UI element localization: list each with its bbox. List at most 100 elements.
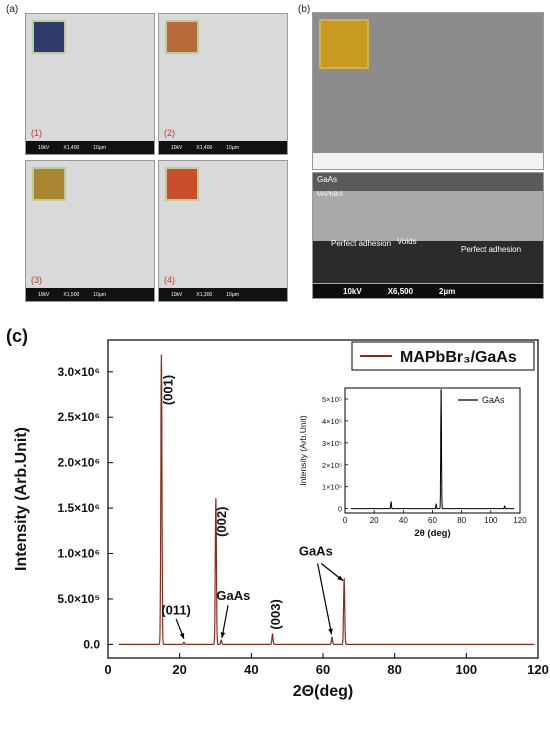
inset-y-tick-label: 3×10⁵ <box>322 439 342 448</box>
inset-frame <box>344 387 521 514</box>
sem-image-1: (1) 10kV X1,400 10µm <box>25 13 155 155</box>
peak-point <box>215 498 217 500</box>
y-tick-label: 2.0×10⁶ <box>57 456 100 470</box>
xrd-chart: (c) 0 20 40 60 80 100 120 0.0 5.0×10⁵ 1.0×10⁶ 1.5×… <box>6 326 549 700</box>
inset-y-tick-label: 2×10⁵ <box>322 461 342 470</box>
series-line <box>118 355 535 645</box>
scale-label: 10µm <box>93 144 106 151</box>
panel-c-letter: (c) <box>6 326 28 346</box>
legend-label: MAPbBr₃/GaAs <box>400 349 517 366</box>
substrate-dark <box>313 241 543 283</box>
mag-label: X1,400 <box>196 144 213 151</box>
mag-label: X1,300 <box>196 291 213 298</box>
x-tick-label: 20 <box>172 662 186 677</box>
sample-photo <box>32 20 66 54</box>
kv-label: 10kV <box>38 291 50 298</box>
kv-label: 10kV <box>171 291 183 298</box>
sem-cross-section: GaAs MAPbBr3 Perfect adhesion Voids Perf… <box>312 172 544 299</box>
x-tick-label: 100 <box>455 662 477 677</box>
scale-label: 2µm <box>439 286 456 296</box>
kv-label: 10kV <box>171 144 183 151</box>
image-index: (1) <box>31 128 42 138</box>
kv-label: 10kV <box>38 144 50 151</box>
annotation-arrow <box>317 563 333 635</box>
inset-x-axis-label: 2θ (deg) <box>414 528 450 539</box>
x-tick-label: 60 <box>316 662 330 677</box>
peak-label: GaAs <box>299 543 333 558</box>
scale-label: 10µm <box>226 144 239 151</box>
annotation-arrow <box>221 605 229 639</box>
arrow-head <box>220 632 226 639</box>
sem-info-bar: 10kV X1,400 10µm <box>159 141 287 154</box>
inset-x-tick-label: 120 <box>513 516 527 525</box>
kv-label: 10kV <box>343 286 362 296</box>
mag-label: X1,400 <box>63 144 80 151</box>
image-index: (4) <box>164 275 175 285</box>
y-tick-label: 3.0×10⁶ <box>57 365 100 379</box>
inset-x-tick-label: 20 <box>370 516 379 525</box>
peak-label: (003) <box>268 599 283 629</box>
sem-info-strip <box>313 153 543 169</box>
sample-photo <box>165 167 199 201</box>
peak-point <box>343 578 345 580</box>
mag-label: X1,500 <box>63 291 80 298</box>
inset-y-axis-label: Intensity (Arb.Unit) <box>298 415 308 486</box>
image-index: (3) <box>31 275 42 285</box>
sem-info-bar: 10kV X6,500 2µm <box>313 284 543 298</box>
inset-series-line <box>350 389 515 510</box>
inset-legend-label: GaAs <box>482 395 505 405</box>
scale-label: 10µm <box>93 291 106 298</box>
sem-info-bar: 10kV X1,300 10µm <box>159 288 287 301</box>
inset-y-tick-label: 5×10⁵ <box>322 395 342 404</box>
panel-a-letter: (a) <box>6 4 19 15</box>
sem-image-4: (4) 10kV X1,300 10µm <box>158 160 288 302</box>
inset-y-tick-label: 0 <box>338 505 342 514</box>
y-tick-label: 1.5×10⁶ <box>57 501 100 515</box>
layer-label-mapbbr3: MAPbBr3 <box>317 192 343 198</box>
inset-chart: 0 20 40 60 80 100 120 0 1×10⁵ 2×10⁵ 3×10⁵ 4×10⁵ 5×10… <box>298 387 527 539</box>
label-perfect-adhesion-right: Perfect adhesion <box>461 245 522 254</box>
inset-x-tick-label: 60 <box>428 516 437 525</box>
peak-point <box>271 633 274 636</box>
sem-image-2: (2) 10kV X1,400 10µm <box>158 13 288 155</box>
label-voids: Voids <box>397 237 417 246</box>
inset-x-tick-label: 0 <box>343 516 348 525</box>
main-legend: MAPbBr₃/GaAs <box>351 341 535 371</box>
y-tick-label: 1.0×10⁶ <box>57 547 100 561</box>
image-index: (2) <box>164 128 175 138</box>
sem-surface-image <box>312 12 544 170</box>
peak-annotations: (001) (002) (011) GaAs (003) GaAs <box>161 375 344 640</box>
peak-point <box>160 354 163 357</box>
peak-label: (011) <box>161 602 191 617</box>
arrow-head <box>337 575 344 581</box>
peak-point <box>183 641 185 644</box>
layer-label-gaas: GaAs <box>317 175 338 184</box>
mag-label: X6,500 <box>387 286 414 296</box>
arrow-head <box>179 632 185 639</box>
y-tick-label: 2.5×10⁶ <box>57 410 100 424</box>
sem-info-bar: 10kV X1,500 10µm <box>26 288 154 301</box>
inset-x-tick-label: 40 <box>399 516 408 525</box>
peak-label: GaAs <box>216 588 250 603</box>
peak-label: (001) <box>161 375 176 405</box>
y-axis-label: Intensity (Arb.Unit) <box>13 427 30 571</box>
sem-info-bar: 10kV X1,400 10µm <box>26 141 154 154</box>
gaas-layer <box>313 173 543 191</box>
sem-image-3: (3) 10kV X1,500 10µm <box>25 160 155 302</box>
inset-x-tick-label: 80 <box>457 516 466 525</box>
main-series <box>118 354 535 645</box>
peak-point <box>220 639 223 642</box>
panel-b-letter: (b) <box>298 4 311 15</box>
inset-y-tick-label: 4×10⁵ <box>322 417 342 426</box>
y-tick-label: 0.0 <box>83 637 100 651</box>
x-tick-label: 80 <box>387 662 401 677</box>
arrow-head <box>328 628 333 635</box>
x-tick-label: 120 <box>527 662 549 677</box>
x-tick-label: 0 <box>104 662 111 677</box>
main-axes: 0 20 40 60 80 100 120 0.0 5.0×10⁵ 1.0×10⁶ 1.5×10⁶ 2… <box>13 339 549 700</box>
inset-y-tick-label: 1×10⁵ <box>322 483 342 492</box>
sample-photo <box>32 167 66 201</box>
label-perfect-adhesion-left: Perfect adhesion <box>331 239 392 248</box>
peak-label: (002) <box>214 507 229 537</box>
inset-x-tick-label: 100 <box>484 516 498 525</box>
